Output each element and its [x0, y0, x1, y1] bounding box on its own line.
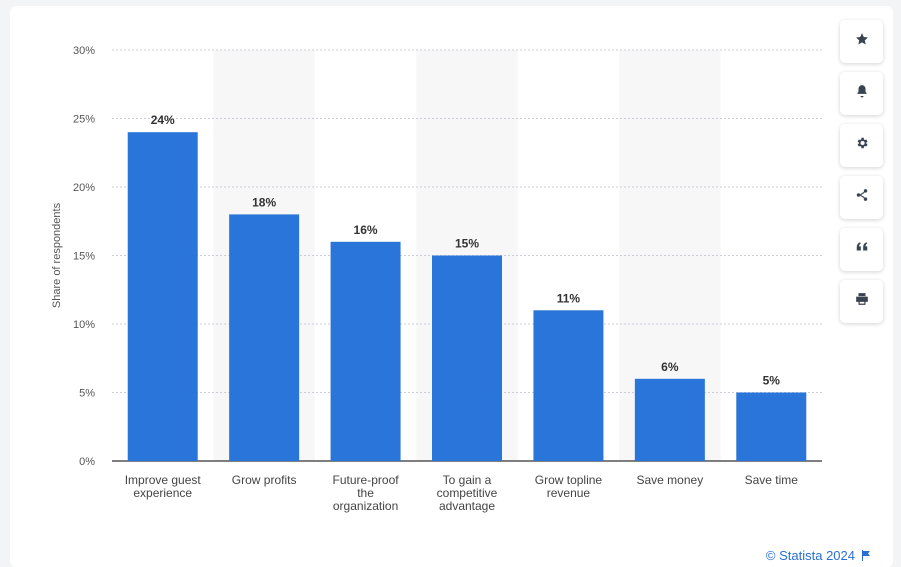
x-tick-label: Grow profits	[232, 473, 297, 487]
data-label: 11%	[557, 291, 581, 305]
x-tick-label: revenue	[547, 486, 591, 500]
data-label: 24%	[151, 113, 175, 127]
favorite-button[interactable]	[840, 20, 883, 63]
x-tick-label: Grow topline	[535, 473, 603, 487]
data-label: 16%	[354, 223, 378, 237]
star-icon	[855, 32, 869, 51]
share-button[interactable]	[840, 176, 883, 219]
credit-text: © Statista 2024	[765, 548, 855, 563]
y-axis-label: Share of respondents	[51, 202, 63, 308]
quote-icon	[855, 240, 869, 259]
bar	[736, 392, 807, 461]
y-tick-label: 5%	[79, 388, 95, 400]
y-tick-label: 25%	[73, 114, 95, 126]
x-tick-label: organization	[333, 499, 398, 513]
chart-card: 0% 5% 10% 15% 20% 25% 30% Share of respondents 2…	[10, 6, 893, 567]
data-label: 15%	[455, 237, 479, 251]
y-tick-label: 30%	[73, 45, 95, 57]
bar	[432, 255, 502, 461]
gear-icon	[855, 136, 869, 155]
notification-button[interactable]	[840, 72, 883, 115]
cite-button[interactable]	[840, 228, 883, 271]
print-button[interactable]	[840, 280, 883, 323]
flag-icon	[861, 550, 871, 561]
data-label: 6%	[661, 360, 679, 374]
x-tick-label: advantage	[439, 499, 495, 513]
statista-credit-link[interactable]: © Statista 2024	[766, 548, 871, 563]
bar-chart: 0% 5% 10% 15% 20% 25% 30% Share of respondents 2…	[51, 45, 822, 513]
bar	[127, 132, 198, 461]
bell-icon	[855, 84, 869, 103]
y-tick-label: 0%	[79, 456, 95, 468]
bar	[533, 310, 604, 461]
y-tick-label: 15%	[73, 251, 95, 263]
bar	[229, 214, 300, 461]
x-tick-label: competitive	[437, 486, 498, 500]
y-tick-label: 20%	[73, 182, 95, 194]
y-tick-label: 10%	[73, 319, 95, 331]
bar	[634, 378, 705, 461]
printer-icon	[855, 292, 869, 311]
x-tick-label: Improve guest	[125, 473, 202, 487]
x-tick-label: Future-proof	[333, 473, 400, 487]
data-label: 5%	[763, 374, 781, 388]
x-tick-label: experience	[133, 486, 192, 500]
x-tick-label: To gain a	[443, 473, 492, 487]
x-tick-label: Save time	[745, 473, 799, 487]
x-tick-label: Save money	[637, 473, 704, 487]
x-tick-label: the	[357, 486, 374, 500]
data-label: 18%	[252, 195, 276, 209]
bar	[330, 241, 401, 461]
settings-button[interactable]	[840, 124, 883, 167]
chart-toolbar	[840, 20, 883, 332]
share-icon	[855, 188, 869, 207]
